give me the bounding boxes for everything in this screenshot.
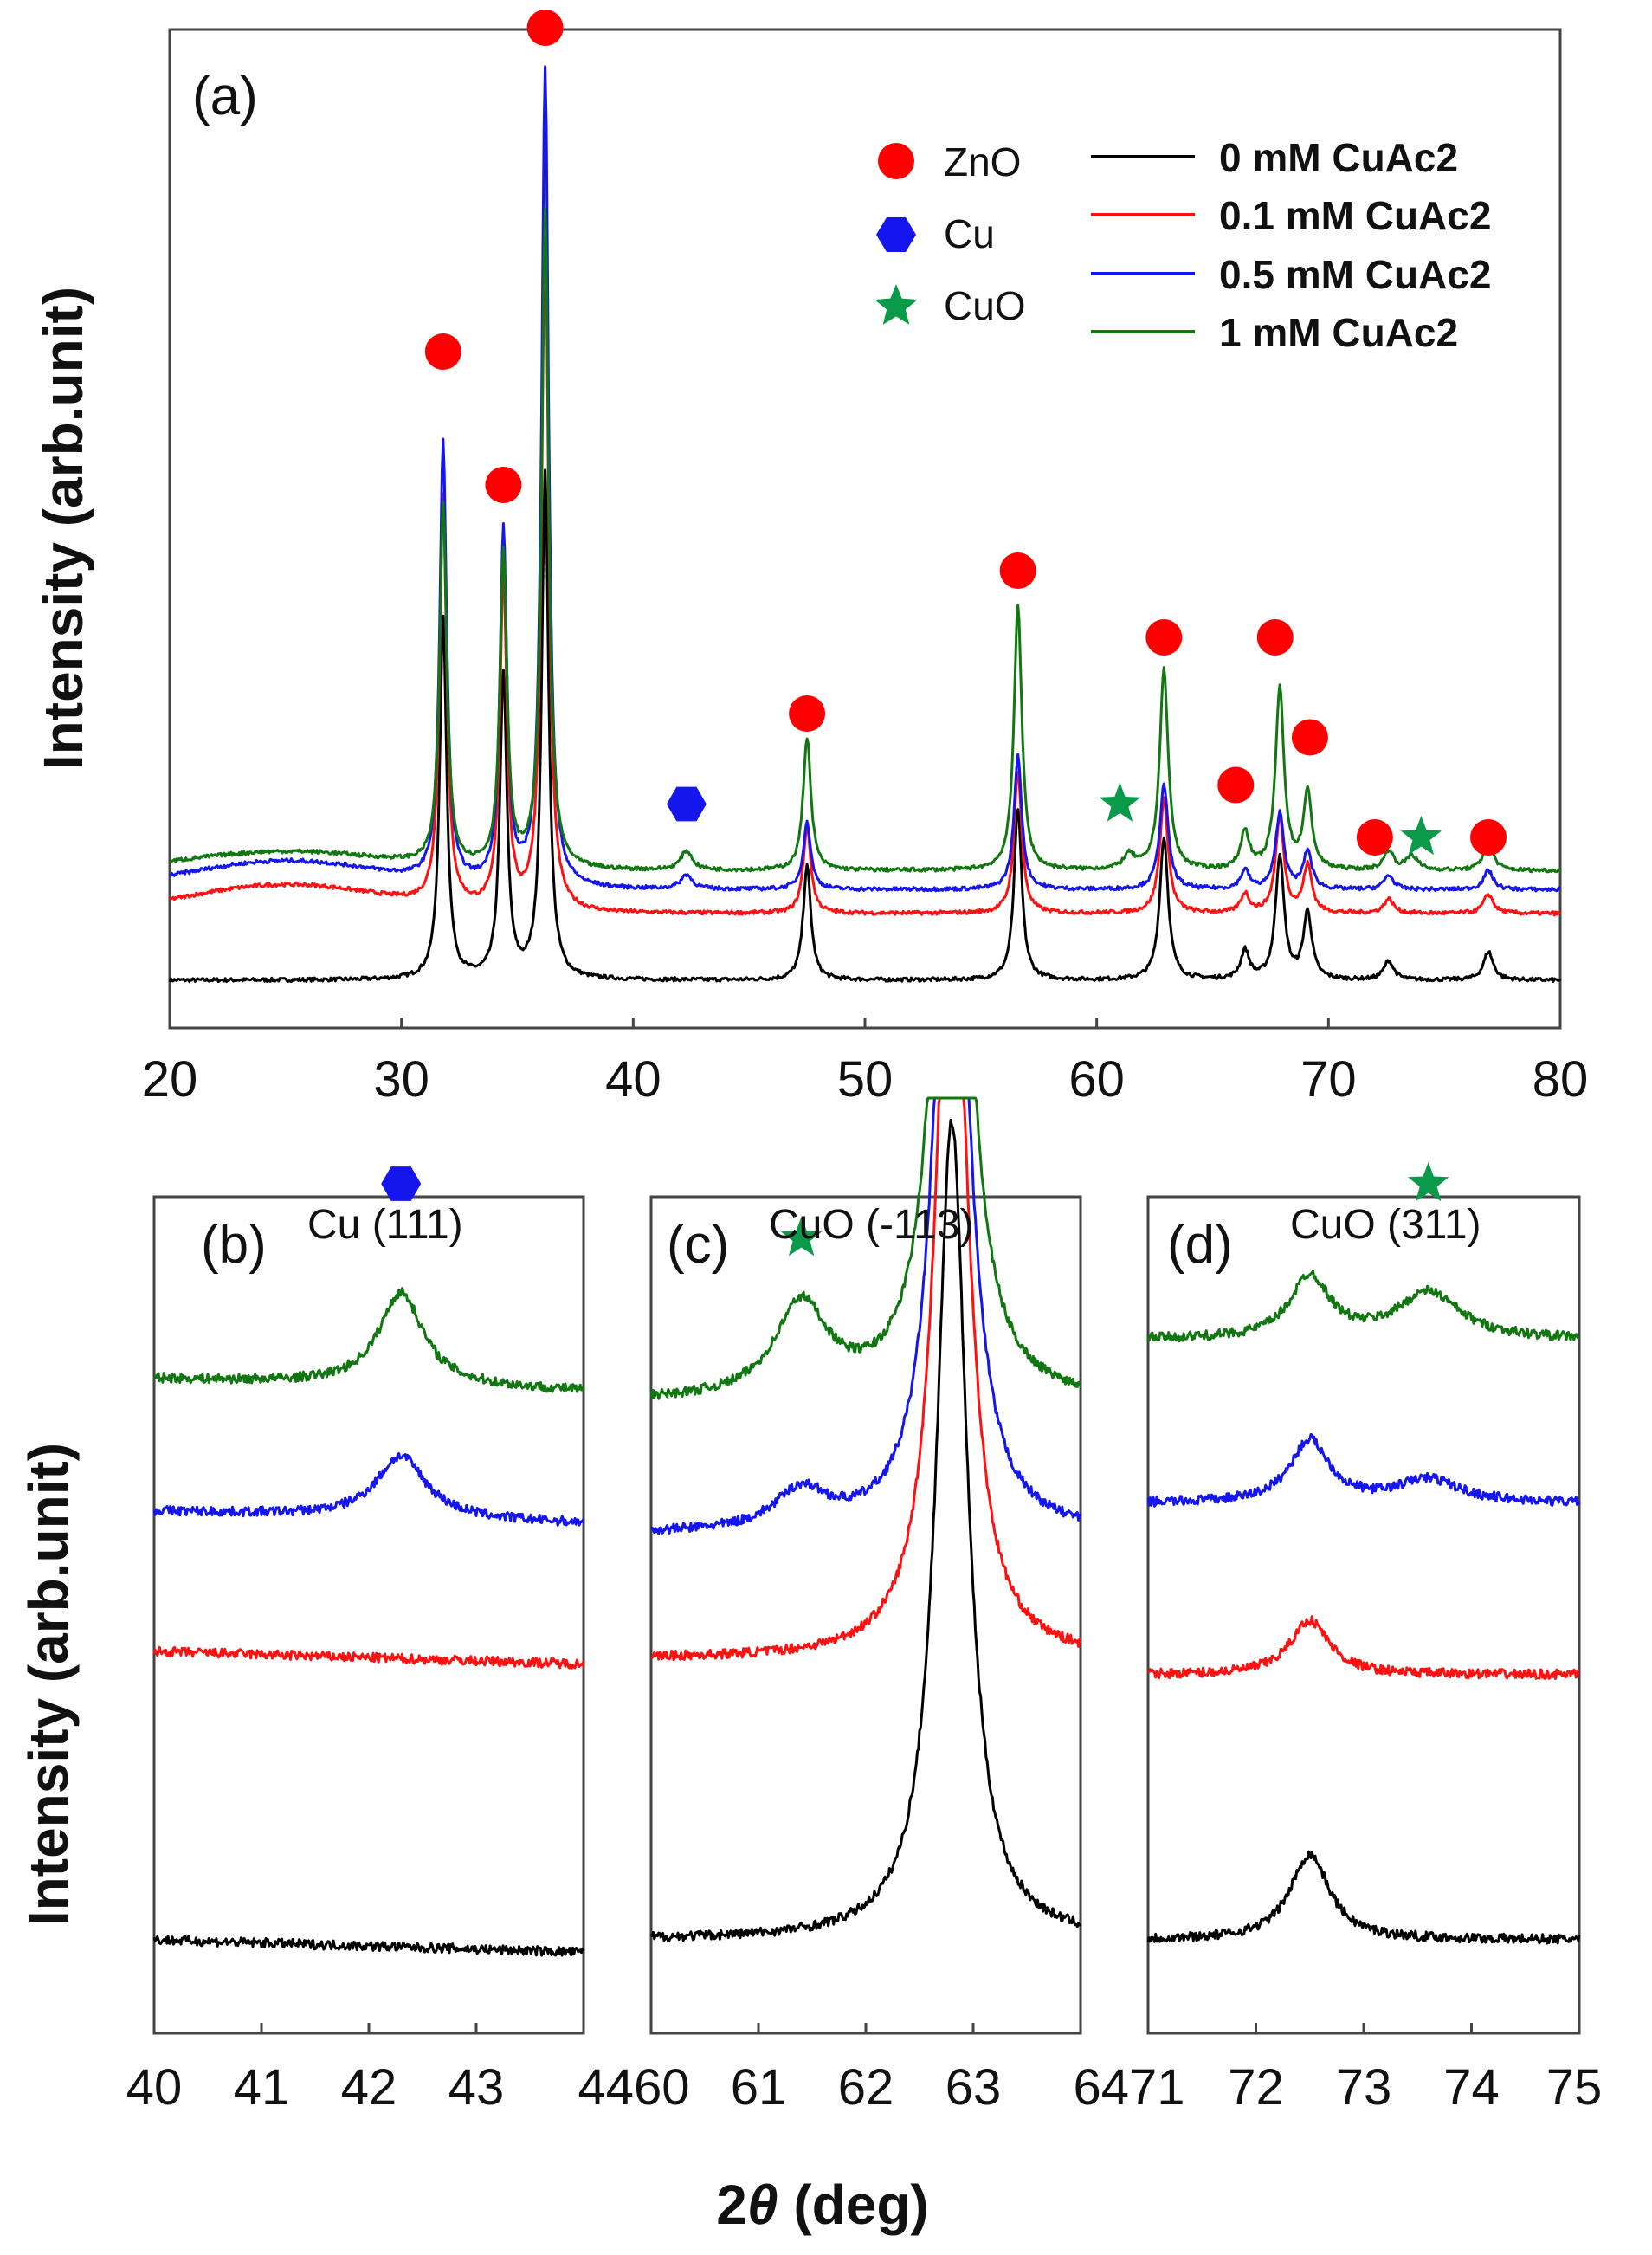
legend-phases: ZnO Cu CuO — [874, 139, 1026, 328]
series-line-3 — [168, 208, 1562, 874]
panel-a-x-ticks: 20 30 40 50 60 70 80 — [142, 1018, 1589, 1108]
peak-marker-cu — [666, 786, 707, 822]
peak-marker-zno — [1217, 766, 1255, 804]
legend-series: 0 mM CuAc2 0.1 mM CuAc2 0.5 mM CuAc2 1 m… — [1091, 135, 1491, 355]
peak-marker-cuo — [780, 1217, 823, 1257]
x-tick-label: 4460 — [578, 2059, 689, 2116]
x-tick-label: 50 — [837, 1051, 894, 1108]
x-tick-label: 42 — [341, 2059, 397, 2116]
x-tick-label: 70 — [1300, 1051, 1357, 1108]
panel-d-series — [1146, 1270, 1581, 1945]
panel-a-peak-markers — [424, 10, 1507, 856]
panel-a: 20 30 40 50 60 70 80 (a) ZnO Cu CuO 0 mM CuAc2… — [142, 10, 1589, 1108]
series-line-1 — [152, 1645, 585, 1670]
x-tick-label: 80 — [1533, 1051, 1589, 1108]
series-line-2 — [152, 1452, 585, 1527]
x-tick-label: 61 — [731, 2059, 787, 2116]
series-line-2 — [1146, 1433, 1581, 1508]
series-line-1 — [650, 1096, 1082, 1662]
series-line-0 — [649, 1119, 1081, 1942]
peak-title-d: CuO (311) — [1290, 1202, 1481, 1248]
x-tick-label: 72 — [1228, 2059, 1284, 2116]
y-axis-title-bottom: Intensity (arb.unit) — [17, 1443, 80, 1926]
legend-zno-marker — [878, 143, 914, 179]
legend-cu-marker — [876, 217, 916, 252]
legend-zno-label: ZnO — [944, 139, 1021, 184]
peak-title-c: CuO (-113) — [769, 1202, 974, 1248]
peak-marker-zno — [485, 467, 522, 503]
legend-label-05mm: 0.5 mM CuAc2 — [1219, 252, 1491, 297]
panel-c: 4460 61 62 63 (c) CuO (-113) — [578, 1096, 1082, 2116]
series-line-3 — [1146, 1270, 1580, 1343]
legend-label-0mm: 0 mM CuAc2 — [1219, 135, 1458, 180]
legend-label-01mm: 0.1 mM CuAc2 — [1219, 193, 1491, 238]
series-line-0 — [168, 468, 1562, 984]
legend-cu-label: Cu — [944, 211, 995, 256]
x-tick-label: 75 — [1546, 2059, 1603, 2116]
x-tick-label: 60 — [1068, 1051, 1125, 1108]
panel-label-b: (b) — [201, 1215, 267, 1275]
series-line-1 — [1146, 1615, 1580, 1680]
panel-b: 40 41 42 43 (b) Cu (111) — [126, 1166, 585, 2116]
panel-b-peak-markers — [381, 1166, 422, 1201]
x-axis-title-number: 2 — [716, 2174, 747, 2236]
legend-label-1mm: 1 mM CuAc2 — [1219, 310, 1458, 355]
series-line-3 — [649, 1096, 1082, 1400]
peak-marker-zno — [1291, 719, 1328, 756]
peak-marker-zno — [526, 10, 564, 46]
peak-marker-zno — [1356, 819, 1393, 856]
series-line-0 — [152, 1935, 585, 1957]
peak-marker-zno — [1145, 619, 1183, 656]
peak-marker-zno — [999, 552, 1036, 589]
x-tick-label: 30 — [373, 1051, 429, 1108]
series-line-2 — [168, 65, 1561, 893]
panel-d-x-ticks: 6471 72 73 74 75 — [1073, 2023, 1602, 2116]
y-axis-title-top: Intensity (arb.unit) — [32, 287, 94, 770]
x-tick-label: 43 — [448, 2059, 505, 2116]
x-tick-label: 6471 — [1073, 2059, 1184, 2116]
panel-label-c: (c) — [667, 1215, 729, 1275]
panel-b-series — [152, 1287, 585, 1957]
x-tick-label: 20 — [142, 1051, 198, 1108]
series-line-3 — [153, 1287, 585, 1393]
x-tick-label: 63 — [945, 2059, 1002, 2116]
panel-d: 6471 72 73 74 75 (d) CuO (311) — [1073, 1162, 1602, 2116]
peak-marker-zno — [1256, 619, 1294, 656]
series-line-2 — [650, 1096, 1082, 1535]
panel-c-x-ticks: 4460 61 62 63 — [578, 2023, 1001, 2116]
panel-label-d: (d) — [1167, 1215, 1233, 1275]
series-line-0 — [1146, 1850, 1581, 1945]
panel-label-a: (a) — [192, 67, 258, 126]
x-tick-label: 40 — [605, 1051, 661, 1108]
peak-marker-zno — [424, 333, 461, 370]
peak-marker-cuo — [1407, 1162, 1449, 1202]
panel-b-x-ticks: 40 41 42 43 — [126, 2023, 505, 2116]
series-line-1 — [168, 223, 1562, 917]
legend-cuo-marker — [874, 284, 918, 325]
peak-marker-zno — [1470, 819, 1507, 856]
x-tick-label: 73 — [1336, 2059, 1392, 2116]
peak-marker-cu — [381, 1166, 422, 1201]
x-axis-title-theta: θ — [747, 2174, 778, 2236]
x-tick-label: 41 — [234, 2059, 290, 2116]
panel-a-series — [168, 65, 1562, 984]
x-tick-label: 40 — [126, 2059, 183, 2116]
x-axis-title: 2θ (deg) — [716, 2174, 928, 2236]
panel-d-peak-markers — [1407, 1162, 1449, 1202]
peak-marker-cuo — [1099, 782, 1141, 822]
peak-marker-zno — [789, 695, 826, 732]
peak-title-b: Cu (111) — [307, 1202, 463, 1248]
panel-c-peak-markers — [780, 1217, 823, 1257]
peak-marker-cuo — [1400, 816, 1442, 856]
x-axis-title-unit: (deg) — [778, 2174, 929, 2236]
x-tick-label: 62 — [838, 2059, 894, 2116]
legend-cuo-label: CuO — [944, 283, 1026, 328]
x-tick-label: 74 — [1443, 2059, 1500, 2116]
panel-c-series — [649, 1096, 1082, 1942]
